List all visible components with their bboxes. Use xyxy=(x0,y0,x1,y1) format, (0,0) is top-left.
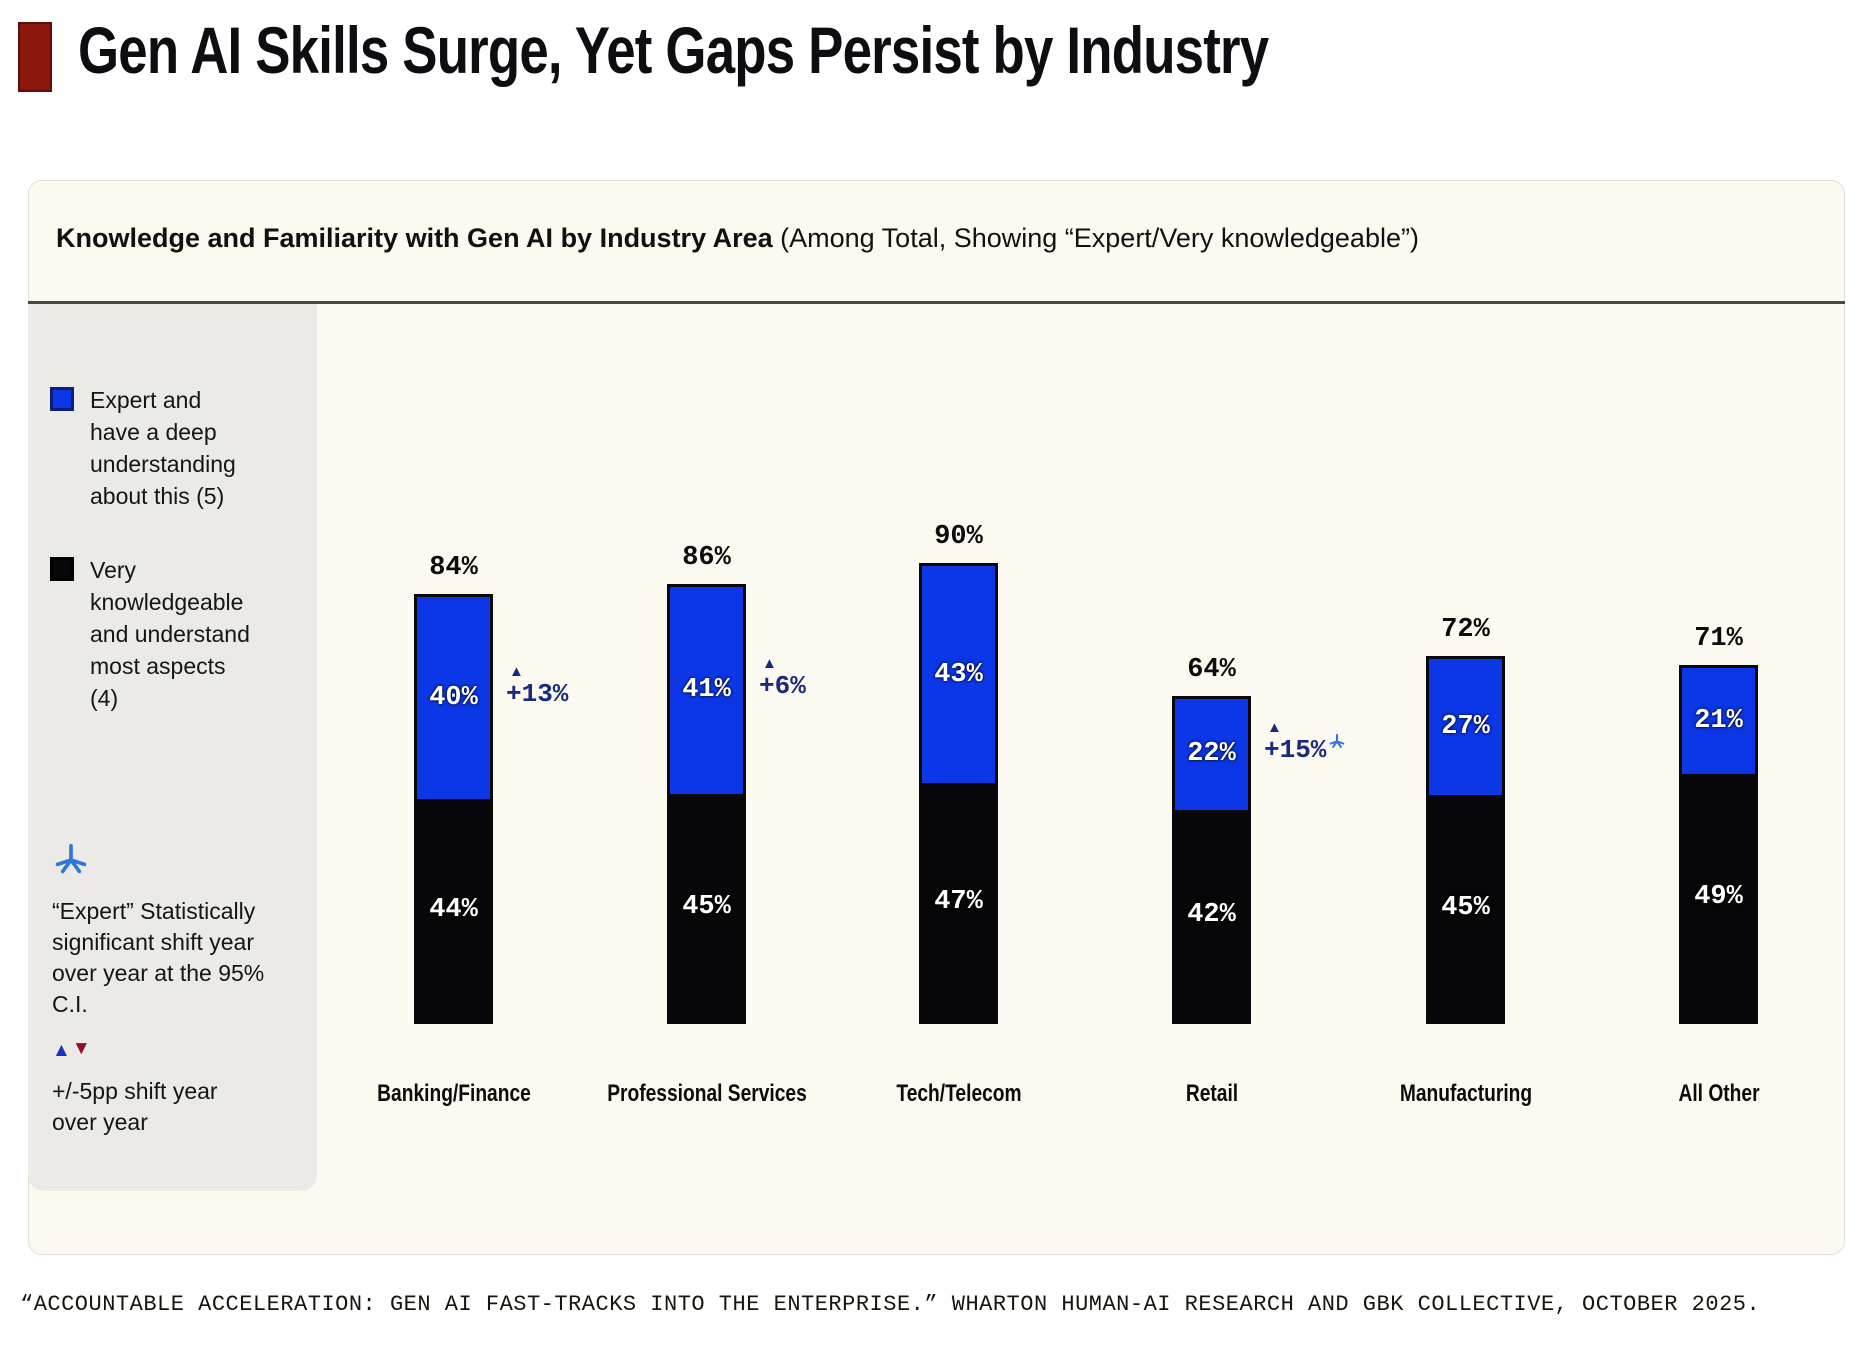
bar-total-label: 71% xyxy=(1694,624,1743,654)
yoy-annotation-value: +15% xyxy=(1264,733,1345,764)
yoy-annotation: ▲ +6% xyxy=(759,656,806,700)
stacked-bar: 40% 44% xyxy=(414,594,493,1024)
yoy-annotation: ▲ +15% xyxy=(1264,720,1345,764)
bar-total-label: 72% xyxy=(1441,615,1490,645)
very-segment-label: 42% xyxy=(1187,900,1236,931)
chart-subtitle-regular: (Among Total, Showing “Expert/Very knowl… xyxy=(772,223,1419,253)
page-title: Gen AI Skills Surge, Yet Gaps Persist by… xyxy=(78,13,1269,87)
up-triangle-icon: ▲ xyxy=(509,662,524,680)
category-label: Professional Services xyxy=(606,1080,807,1107)
stacked-bar: 43% 47% xyxy=(919,563,998,1024)
stacked-bar: 41% 45% xyxy=(667,584,746,1024)
legend-swatch-expert xyxy=(50,387,74,411)
legend-item-expert: Expert and have a deep understanding abo… xyxy=(50,384,252,512)
bar-total-label: 86% xyxy=(682,543,731,573)
expert-segment-label: 27% xyxy=(1441,711,1490,742)
expert-segment-label: 21% xyxy=(1694,705,1743,736)
very-segment-label: 49% xyxy=(1694,882,1743,913)
category-label: Retail xyxy=(1185,1080,1238,1107)
bar-total-label: 90% xyxy=(934,522,983,552)
expert-segment-label: 43% xyxy=(934,659,983,690)
up-triangle-icon: ▲ xyxy=(1267,718,1282,736)
yoy-annotation: ▲ +13% xyxy=(506,664,568,708)
down-triangle-icon: ▼ xyxy=(71,1038,92,1059)
category-label: Tech/Telecom xyxy=(895,1080,1022,1107)
source-footer: “ACCOUNTABLE ACCELERATION: GEN AI FAST-T… xyxy=(20,1292,1761,1317)
legend-label-very: Very knowledgeable and understand most a… xyxy=(90,557,250,711)
legend-swatch-very xyxy=(50,557,74,581)
stacked-bar: 21% 49% xyxy=(1679,665,1758,1024)
plot-area: 84% 40% 44% Banking/Finance ▲ +13% 86% 41% 45% Pr… xyxy=(29,304,1844,1254)
yoy-annotation-value: +13% xyxy=(506,678,569,709)
title-accent-marker xyxy=(18,22,52,92)
legend-panel: Expert and have a deep understanding abo… xyxy=(28,304,317,1191)
bar-total-label: 64% xyxy=(1187,655,1236,685)
shift-note: +/-5pp shift year over year xyxy=(52,1078,218,1135)
very-segment-label: 45% xyxy=(1441,892,1490,923)
expert-segment-label: 40% xyxy=(429,682,478,713)
very-segment-label: 47% xyxy=(934,887,983,918)
very-segment-label: 44% xyxy=(429,894,478,925)
significance-note: “Expert” Statistically significant shift… xyxy=(52,898,265,1017)
stacked-bar: 27% 45% xyxy=(1426,656,1505,1024)
chart-card: Knowledge and Familiarity with Gen AI by… xyxy=(28,180,1845,1255)
yoy-annotation-value: +6% xyxy=(759,671,806,701)
legend-item-very: Very knowledgeable and understand most a… xyxy=(50,554,252,714)
expert-segment-label: 41% xyxy=(682,675,731,706)
chart-subtitle-bold: Knowledge and Familiarity with Gen AI by… xyxy=(56,223,773,253)
expert-segment-label: 22% xyxy=(1187,739,1236,770)
page-title-bar: Gen AI Skills Surge, Yet Gaps Persist by… xyxy=(18,14,1566,92)
significance-star-icon xyxy=(54,842,88,883)
category-label: Banking/Finance xyxy=(376,1080,531,1107)
up-triangle-icon: ▲ xyxy=(762,655,777,672)
up-triangle-icon: ▲ xyxy=(52,1040,72,1061)
legend-label-expert: Expert and have a deep understanding abo… xyxy=(90,387,236,509)
significance-star-icon xyxy=(1329,729,1345,757)
chart-subtitle: Knowledge and Familiarity with Gen AI by… xyxy=(56,223,1419,254)
subtitle-divider xyxy=(28,301,1845,304)
bar-total-label: 84% xyxy=(429,553,478,583)
shift-triangles: ▲▼ xyxy=(52,1038,92,1062)
category-label: All Other xyxy=(1677,1080,1760,1107)
very-segment-label: 45% xyxy=(682,892,731,923)
stacked-bar: 22% 42% xyxy=(1172,696,1251,1024)
category-label: Manufacturing xyxy=(1399,1080,1532,1107)
